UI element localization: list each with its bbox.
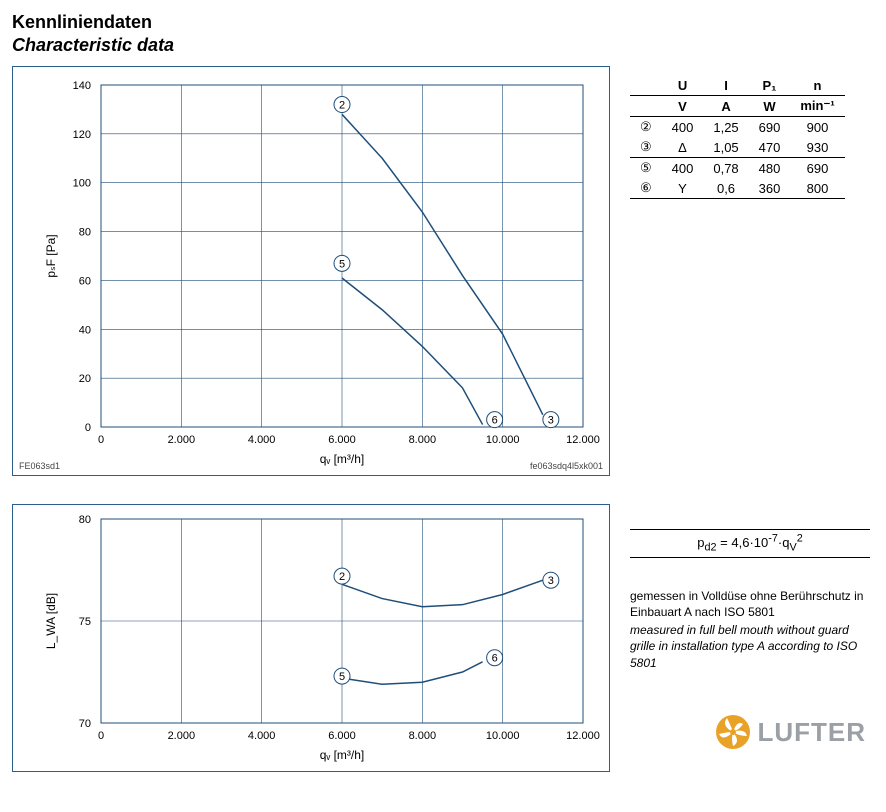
data-table: UIP₁nVAWmin⁻¹②4001,25690900③Δ1,05470930⑤… [630, 76, 845, 199]
svg-text:70: 70 [79, 718, 91, 730]
note-en: measured in full bell mouth without guar… [630, 622, 870, 671]
svg-text:L_WA [dB]: L_WA [dB] [44, 593, 58, 649]
svg-text:80: 80 [79, 227, 91, 239]
main-layout: 02.0004.0006.0008.00010.00012.0000204060… [12, 66, 874, 800]
chart1-footer-right: fe063sdq4l5xk001 [530, 461, 603, 471]
svg-text:8.000: 8.000 [409, 730, 437, 742]
svg-text:6: 6 [492, 415, 498, 427]
svg-text:2.000: 2.000 [168, 730, 196, 742]
right-column: UIP₁nVAWmin⁻¹②4001,25690900③Δ1,05470930⑤… [630, 66, 870, 800]
svg-text:0: 0 [98, 434, 104, 446]
chart1-footer-left: FE063sd1 [19, 461, 60, 471]
chart-pressure: 0 2.000 4.000 6.000 8.000 10.000 12.000 0 20 40 60… [12, 66, 610, 476]
chart-sound: 0 2.000 4.000 6.000 8.000 10.000 12.000 70 75 80 q… [12, 504, 610, 772]
svg-text:20: 20 [79, 373, 91, 385]
svg-text:10.000: 10.000 [486, 434, 520, 446]
fan-icon [715, 714, 751, 750]
svg-text:2: 2 [339, 571, 345, 583]
svg-text:10.000: 10.000 [486, 730, 520, 742]
svg-text:0: 0 [85, 422, 91, 434]
title-en: Characteristic data [12, 35, 874, 56]
svg-text:3: 3 [548, 575, 554, 587]
svg-text:60: 60 [79, 275, 91, 287]
svg-text:4.000: 4.000 [248, 434, 276, 446]
note-de: gemessen in Volldüse ohne Berührschutz i… [630, 588, 870, 620]
svg-text:pₛF [Pa]: pₛF [Pa] [44, 234, 58, 277]
svg-text:8.000: 8.000 [409, 434, 437, 446]
svg-text:qᵥ [m³/h]: qᵥ [m³/h] [320, 748, 365, 762]
logo-text: LUFTER [757, 717, 866, 748]
logo: LUFTER [715, 714, 866, 750]
svg-text:120: 120 [73, 129, 91, 141]
svg-text:12.000: 12.000 [566, 434, 600, 446]
svg-text:40: 40 [79, 324, 91, 336]
svg-text:0: 0 [98, 730, 104, 742]
svg-text:6.000: 6.000 [328, 434, 356, 446]
title-de: Kennliniendaten [12, 12, 874, 33]
svg-text:75: 75 [79, 616, 91, 628]
svg-text:3: 3 [548, 415, 554, 427]
svg-text:6.000: 6.000 [328, 730, 356, 742]
svg-text:100: 100 [73, 178, 91, 190]
svg-text:6: 6 [492, 653, 498, 665]
svg-text:4.000: 4.000 [248, 730, 276, 742]
svg-text:5: 5 [339, 258, 345, 270]
equation-text: pd2 = 4,6·10-7·qV2 [697, 535, 802, 550]
svg-text:2: 2 [339, 100, 345, 112]
left-column: 02.0004.0006.0008.00010.00012.0000204060… [12, 66, 612, 800]
svg-text:140: 140 [73, 80, 91, 92]
svg-text:5: 5 [339, 671, 345, 683]
svg-text:80: 80 [79, 514, 91, 526]
svg-text:2.000: 2.000 [168, 434, 196, 446]
svg-text:12.000: 12.000 [566, 730, 600, 742]
equation-box: pd2 = 4,6·10-7·qV2 [630, 529, 870, 558]
svg-text:qᵥ [m³/h]: qᵥ [m³/h] [320, 452, 365, 466]
